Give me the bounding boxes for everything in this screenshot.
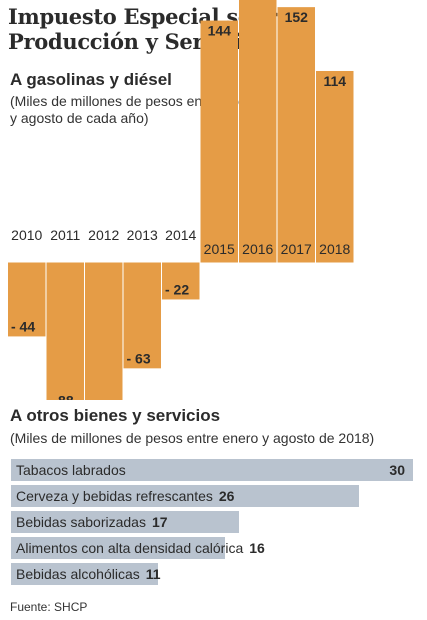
category-name: Bebidas alcohólicas — [16, 566, 140, 582]
bar-2012 — [85, 262, 123, 400]
hbar-3: Bebidas saborizadas 17 — [11, 511, 239, 533]
value-label-2013: - 63 — [127, 350, 151, 366]
category-name: Bebidas saborizadas — [16, 514, 146, 530]
year-label-2010: 2010 — [11, 227, 42, 243]
category-value: 30 — [389, 462, 405, 478]
year-label-2014: 2014 — [165, 227, 196, 243]
hbar-label: Bebidas alcohólicas 11 — [16, 566, 161, 582]
value-label-2014: - 22 — [165, 281, 189, 297]
category-value: 11 — [145, 566, 161, 582]
hbar-label: Alimentos con alta densidad calórica 16 — [16, 540, 265, 556]
category-value: 17 — [151, 514, 168, 530]
category-value: 26 — [218, 488, 235, 504]
source-note: Fuente: SHCP — [10, 600, 88, 614]
value-label-2015: 144 — [208, 23, 232, 39]
value-label-2010: - 44 — [11, 318, 35, 334]
hbar-2: Cerveza y bebidas refrescantes 26 — [11, 485, 360, 507]
bar-2018 — [316, 70, 354, 263]
year-label-2011: 2011 — [50, 227, 80, 243]
hbar-label: Tabacos labrados — [16, 462, 126, 478]
bar-2011 — [46, 262, 84, 400]
section1-note: (Miles de millones de pesos entre enero … — [10, 93, 259, 126]
year-label-2018: 2018 — [319, 241, 350, 257]
hbar-4: Alimentos con alta densidad calórica 16 — [11, 537, 265, 559]
category-value: 16 — [249, 540, 265, 556]
hbar-label: Bebidas saborizadas 17 — [16, 514, 168, 530]
hbar-5: Bebidas alcohólicas 11 — [11, 563, 161, 585]
year-label-2012: 2012 — [88, 227, 119, 243]
section2-note: (Miles de millones de pesos entre enero … — [10, 430, 375, 446]
bar-2010 — [8, 262, 46, 337]
bar-2014 — [162, 262, 200, 300]
section2-heading: A otros bienes y servicios — [10, 406, 221, 425]
bar-2013 — [123, 262, 161, 369]
category-name: Cerveza y bebidas refrescantes — [16, 488, 213, 504]
value-label-2011: - 88 — [50, 392, 74, 400]
category-name: Alimentos con alta densidad calórica — [16, 540, 244, 556]
year-label-2017: 2017 — [281, 241, 312, 257]
hbar-1: Tabacos labrados 30 — [11, 459, 413, 481]
bar-2017 — [277, 7, 315, 263]
year-label-2013: 2013 — [127, 227, 158, 243]
bar-2015 — [200, 20, 238, 263]
year-label-2016: 2016 — [242, 241, 273, 257]
value-label-2018: 114 — [323, 73, 346, 89]
year-label-2015: 2015 — [204, 241, 235, 257]
value-label-2017: 152 — [285, 9, 309, 25]
category-name: Tabacos labrados — [16, 462, 126, 478]
section1-heading: A gasolinas y diésel — [10, 70, 172, 89]
bar-2016 — [239, 0, 277, 263]
hbar-label: Cerveza y bebidas refrescantes 26 — [16, 488, 234, 504]
